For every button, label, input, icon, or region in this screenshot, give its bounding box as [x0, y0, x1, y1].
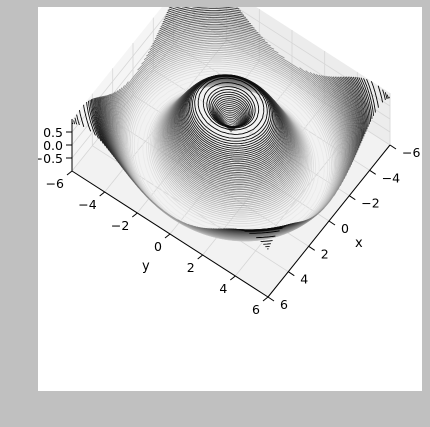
- x-tick: [349, 195, 356, 201]
- contour-level-48: [76, 75, 386, 243]
- y-tick: [197, 254, 204, 260]
- z-tick-label: 0.5: [43, 125, 63, 140]
- y-tick: [164, 233, 171, 239]
- x-tick-label: 2: [321, 246, 329, 261]
- x-tick-label: −4: [382, 170, 400, 185]
- x-tick-label: 4: [300, 272, 308, 287]
- x-tick: [288, 271, 295, 277]
- y-tick-label: 0: [154, 239, 162, 254]
- y-tick-label: −2: [111, 218, 129, 233]
- x-tick-label: −6: [402, 145, 420, 160]
- x-tick: [308, 245, 315, 251]
- x-tick-label: 0: [341, 221, 349, 236]
- y-tick-label: −4: [78, 197, 96, 212]
- x-tick-label: −2: [361, 196, 379, 211]
- contour-level-46: [73, 74, 389, 248]
- y-tick: [66, 170, 73, 176]
- contour-level-49: [78, 77, 384, 239]
- y-tick-label: 4: [219, 281, 227, 296]
- x-tick-label: 6: [280, 297, 288, 312]
- y-tick-label: 6: [252, 302, 260, 317]
- x-tick: [389, 144, 397, 150]
- x-tick: [369, 169, 376, 175]
- axis-labels: x y z: [142, 236, 363, 274]
- x-tick: [328, 220, 336, 226]
- wall-grid-z: [215, 7, 391, 120]
- x-tick: [267, 296, 275, 302]
- y-axis-label: y: [142, 259, 150, 274]
- y-tick-label: −6: [46, 176, 64, 191]
- y-tick: [229, 275, 236, 281]
- y-tick: [131, 212, 138, 218]
- z-tick-label: 0.0: [43, 138, 63, 153]
- x-axis-label: x: [355, 236, 363, 251]
- contour-level-47: [74, 75, 388, 245]
- z-tick-label: −0.5: [38, 151, 63, 166]
- y-tick: [262, 296, 269, 302]
- y-tick-label: 2: [187, 260, 195, 275]
- y-tick: [99, 191, 106, 197]
- contour-lines: [72, 7, 390, 250]
